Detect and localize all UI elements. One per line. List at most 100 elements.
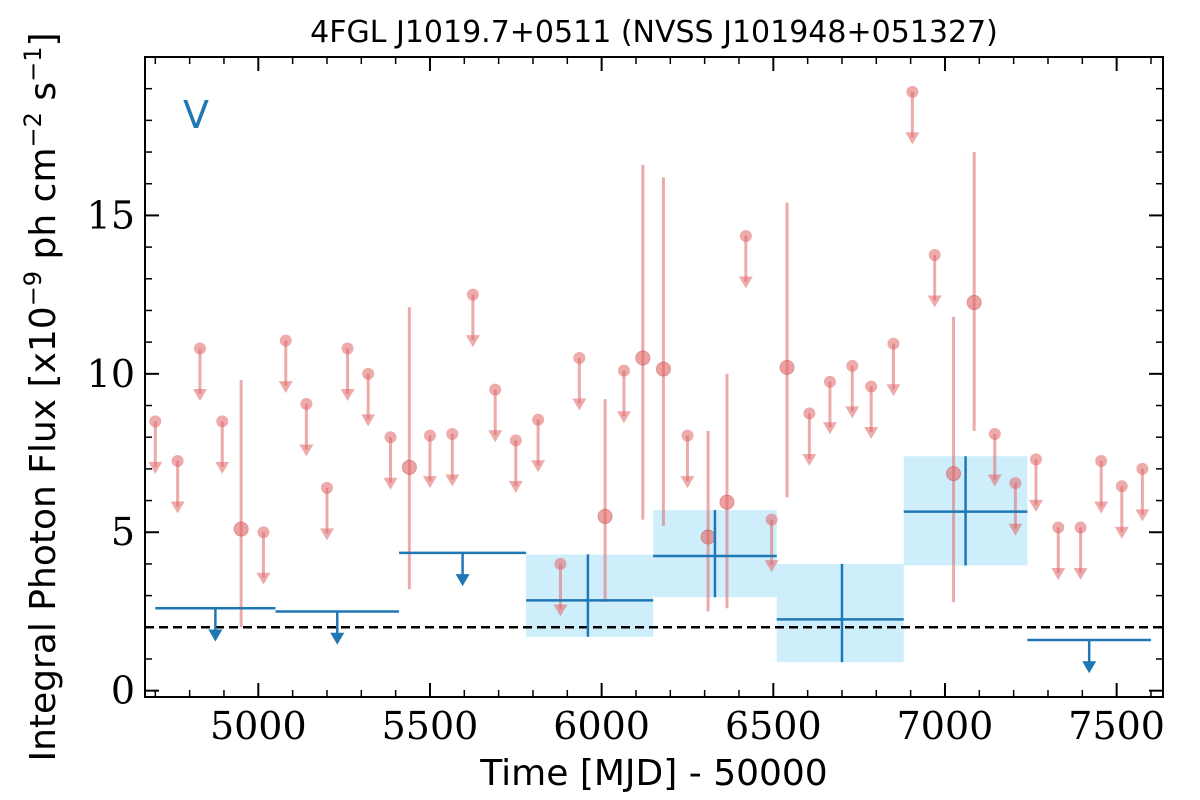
fine-upper-limit-arrow bbox=[987, 474, 1002, 487]
fine-upper-limit-arrow bbox=[553, 604, 568, 617]
y-tick-label: 10 bbox=[87, 352, 135, 396]
fine-upper-limit-arrow bbox=[802, 453, 817, 466]
fine-upper-limit-arrow bbox=[1008, 523, 1023, 536]
coarse-bin-layer bbox=[155, 456, 1151, 674]
y-tick-label: 0 bbox=[111, 669, 135, 713]
fine-detection-point bbox=[655, 361, 671, 377]
fine-upper-limit-point bbox=[928, 249, 941, 262]
fine-detection-point bbox=[401, 459, 417, 475]
fine-upper-limit-point bbox=[320, 481, 333, 494]
fine-detection-point bbox=[946, 466, 962, 482]
fine-upper-limit-point bbox=[887, 337, 900, 350]
fine-upper-limit-point bbox=[171, 454, 184, 467]
fine-upper-limit-point bbox=[532, 413, 545, 426]
fine-upper-limit-point bbox=[1052, 521, 1065, 534]
fine-upper-limit-point bbox=[823, 375, 836, 388]
fine-upper-limit-arrow bbox=[680, 476, 695, 489]
fine-upper-limit-arrow bbox=[488, 430, 503, 443]
fine-detection-point bbox=[700, 529, 716, 545]
fine-upper-limit-point bbox=[423, 429, 436, 442]
fine-upper-limit-arrow bbox=[1051, 568, 1066, 581]
fine-upper-limit-point bbox=[1029, 453, 1042, 466]
fine-detection-point bbox=[719, 494, 735, 510]
fine-detection-point bbox=[966, 295, 982, 311]
x-tick-label: 7500 bbox=[1068, 704, 1165, 748]
fine-upper-limit-arrow bbox=[361, 414, 376, 427]
fine-upper-limit-arrow bbox=[383, 477, 398, 490]
fine-upper-limit-arrow bbox=[616, 411, 631, 424]
axis-ticks bbox=[145, 57, 1163, 697]
fine-upper-limit-arrow bbox=[508, 480, 523, 493]
fine-upper-limit-point bbox=[193, 342, 206, 355]
fine-upper-limit-arrow bbox=[572, 398, 587, 411]
fine-upper-limit-point bbox=[489, 383, 502, 396]
fine-upper-limit-point bbox=[554, 557, 567, 570]
coarse-error-band bbox=[776, 563, 904, 663]
fine-upper-limit-point bbox=[300, 397, 313, 410]
fine-upper-limit-point bbox=[681, 429, 694, 442]
fine-upper-limit-point bbox=[257, 526, 270, 539]
fine-upper-limit-arrow bbox=[1135, 509, 1150, 522]
fine-upper-limit-arrow bbox=[927, 295, 942, 308]
fine-upper-limit-arrow bbox=[256, 572, 271, 585]
fine-upper-limit-point bbox=[573, 351, 586, 364]
fine-upper-limit-point bbox=[1136, 462, 1149, 475]
x-tick-label: 5000 bbox=[210, 704, 307, 748]
fine-upper-limit-arrow bbox=[1073, 568, 1088, 581]
fine-upper-limit-point bbox=[906, 85, 919, 98]
fine-upper-limit-arrow bbox=[299, 444, 314, 457]
x-tick-label: 7000 bbox=[897, 704, 994, 748]
fine-upper-limit-point bbox=[466, 288, 479, 301]
fine-upper-limit-point bbox=[988, 428, 1001, 441]
x-tick-label: 5500 bbox=[382, 704, 479, 748]
fine-upper-limit-point bbox=[1074, 521, 1087, 534]
fine-detection-point bbox=[779, 359, 795, 375]
fine-upper-limit-point bbox=[362, 367, 375, 380]
fine-upper-limit-point bbox=[765, 513, 778, 526]
fine-upper-limit-point bbox=[384, 431, 397, 444]
coarse-upper-limit-arrow bbox=[330, 632, 345, 645]
fine-upper-limit-point bbox=[739, 230, 752, 243]
fine-upper-limit-arrow bbox=[422, 476, 437, 489]
fine-upper-limit-arrow bbox=[1114, 526, 1129, 539]
fine-detection-point bbox=[597, 508, 613, 524]
tick-labels: 5000 5500 6000 6500 7000 7500 0 5 10 15 bbox=[87, 193, 1165, 748]
coarse-upper-limit-arrow bbox=[455, 574, 470, 587]
y-axis-label: Integral Photon Flux [x10−9 ph cm−2 s−1] bbox=[19, 32, 64, 761]
coarse-upper-limit-arrow bbox=[208, 629, 223, 642]
fine-upper-limit-arrow bbox=[148, 461, 163, 474]
fine-upper-limit-point bbox=[1115, 480, 1128, 493]
chart-title: 4FGL J1019.7+0511 (NVSS J101948+051327) bbox=[310, 15, 998, 50]
x-tick-label: 6500 bbox=[725, 704, 822, 748]
fine-upper-limit-arrow bbox=[1094, 501, 1109, 514]
fine-upper-limit-arrow bbox=[192, 389, 207, 402]
fine-upper-limit-arrow bbox=[822, 422, 837, 435]
fine-upper-limit-arrow bbox=[445, 474, 460, 487]
variability-flag: V bbox=[183, 93, 209, 137]
y-tick-label: 5 bbox=[111, 510, 135, 554]
plot-frame bbox=[144, 56, 1164, 698]
x-tick-label: 6000 bbox=[553, 704, 650, 748]
fine-detection-point bbox=[233, 521, 249, 537]
fine-upper-limit-point bbox=[446, 428, 459, 441]
fine-upper-limit-point bbox=[617, 364, 630, 377]
fine-upper-limit-arrow bbox=[845, 406, 860, 419]
fine-bin-layer bbox=[148, 85, 1150, 628]
x-axis-label: Time [MJD] - 50000 bbox=[479, 753, 827, 794]
fine-upper-limit-arrow bbox=[215, 461, 230, 474]
fine-upper-limit-point bbox=[149, 415, 162, 428]
fine-upper-limit-point bbox=[846, 359, 859, 372]
fine-upper-limit-point bbox=[1009, 477, 1022, 490]
coarse-error-band bbox=[526, 554, 654, 637]
fine-upper-limit-arrow bbox=[886, 384, 901, 397]
fine-upper-limit-point bbox=[279, 334, 292, 347]
fine-upper-limit-arrow bbox=[764, 560, 779, 573]
fine-upper-limit-point bbox=[1095, 454, 1108, 467]
fine-upper-limit-arrow bbox=[465, 335, 480, 348]
fine-upper-limit-arrow bbox=[905, 132, 920, 145]
fine-upper-limit-arrow bbox=[1028, 499, 1043, 512]
fine-upper-limit-arrow bbox=[738, 276, 753, 289]
fine-upper-limit-arrow bbox=[170, 501, 185, 514]
fine-upper-limit-arrow bbox=[278, 381, 293, 394]
